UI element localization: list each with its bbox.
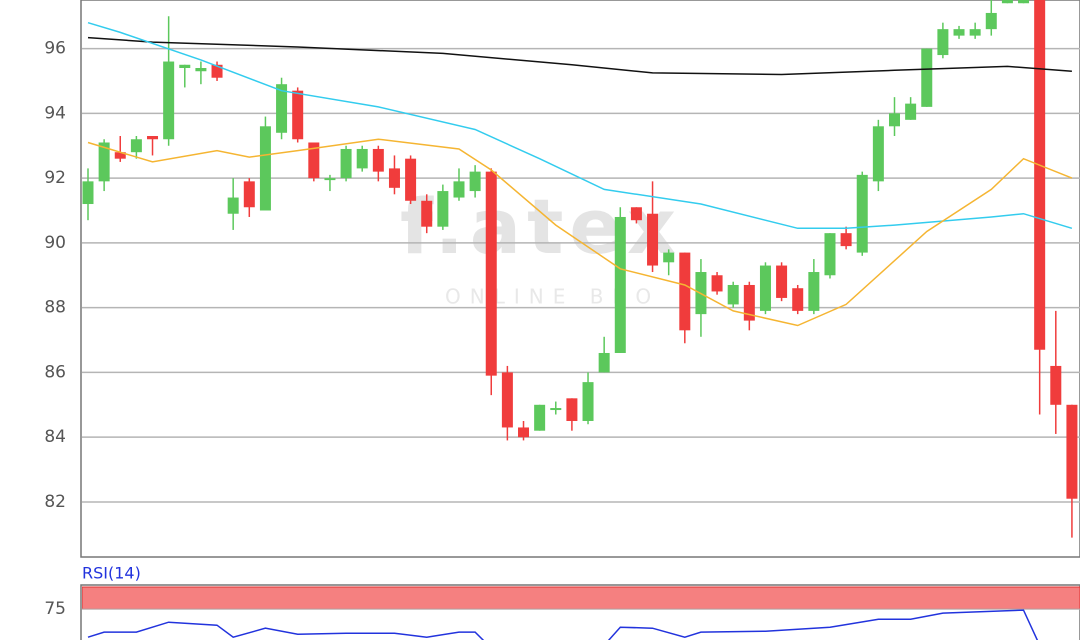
candle-body (243, 181, 255, 208)
overbought-band (82, 586, 1080, 610)
candle-body (824, 233, 836, 276)
candle-body (711, 275, 723, 292)
rsi-tick-label: 75 (44, 599, 66, 619)
main-plot (82, 0, 1080, 538)
candle-body (872, 126, 884, 182)
candle-body (759, 265, 771, 311)
candle-body (195, 68, 207, 72)
y-tick-label: 84 (44, 427, 66, 447)
candle-body (518, 427, 530, 438)
candle-body (1050, 365, 1062, 405)
candle-body (1018, 0, 1030, 4)
candle-body (114, 152, 126, 159)
y-axis: 82 84 86 88 90 92 94 96 75 (44, 39, 66, 620)
candle-body (566, 398, 578, 421)
candle-body (227, 197, 239, 214)
candle-body (808, 272, 820, 311)
candle-body (324, 178, 336, 181)
candle-body (147, 136, 159, 140)
candle-body (630, 207, 642, 221)
candle-body (485, 171, 497, 376)
candle-body (743, 284, 755, 321)
candle-body (469, 171, 481, 192)
moving-average (87, 36, 1072, 76)
candle-body (889, 113, 900, 127)
candle-body (179, 64, 191, 69)
candle-body (776, 265, 788, 298)
candle-body (130, 139, 142, 153)
watermark-sub: ONLINE BRO (445, 285, 660, 309)
candle-body (921, 48, 933, 107)
candle-body (598, 352, 610, 373)
candle-body (453, 181, 465, 198)
candle-body (550, 408, 562, 411)
candle-body (792, 288, 804, 311)
candle-body (727, 284, 739, 305)
y-tick-label: 88 (44, 298, 66, 318)
candle-body (356, 148, 368, 169)
candle-body (1034, 0, 1046, 350)
rsi-line (87, 609, 1039, 640)
candle-body (421, 200, 433, 227)
rsi-title: RSI(14) (82, 564, 141, 583)
y-tick-label: 86 (44, 362, 66, 382)
candle-body (985, 12, 997, 30)
candle-body (663, 252, 675, 263)
y-tick-label: 90 (44, 233, 66, 253)
y-tick-label: 82 (44, 492, 66, 512)
candle-body (937, 29, 949, 56)
candle-body (292, 90, 304, 140)
y-tick-label: 92 (44, 168, 66, 188)
candle-body (405, 158, 417, 201)
candle-body (534, 404, 546, 431)
plot-frame (80, 0, 1080, 558)
candle-body (372, 148, 384, 172)
candle-body (856, 174, 868, 253)
candle-body (163, 61, 175, 140)
candle-body (82, 181, 94, 205)
moving-average (87, 138, 1073, 327)
candle-body (437, 191, 449, 227)
moving-average (87, 21, 1073, 230)
candle-body (388, 168, 400, 188)
candle-body (582, 382, 594, 421)
y-tick-label: 96 (44, 39, 66, 59)
candle-body (211, 64, 223, 78)
candle-body (840, 233, 852, 247)
candle-body (276, 84, 288, 133)
candle-body (614, 216, 626, 353)
rsi-plot (82, 586, 1080, 640)
candle-body (1001, 0, 1013, 4)
candle-body (969, 29, 981, 36)
candle-body (259, 126, 271, 211)
candle-body (679, 252, 691, 331)
candle-body (98, 142, 110, 182)
candle-body (1066, 404, 1078, 499)
candle-body (308, 142, 320, 179)
candle-body (340, 148, 352, 179)
candle-body (953, 29, 965, 36)
candle-body (501, 372, 513, 428)
candle-body (647, 213, 659, 266)
y-tick-label: 94 (44, 103, 66, 123)
candle-body (905, 103, 917, 120)
